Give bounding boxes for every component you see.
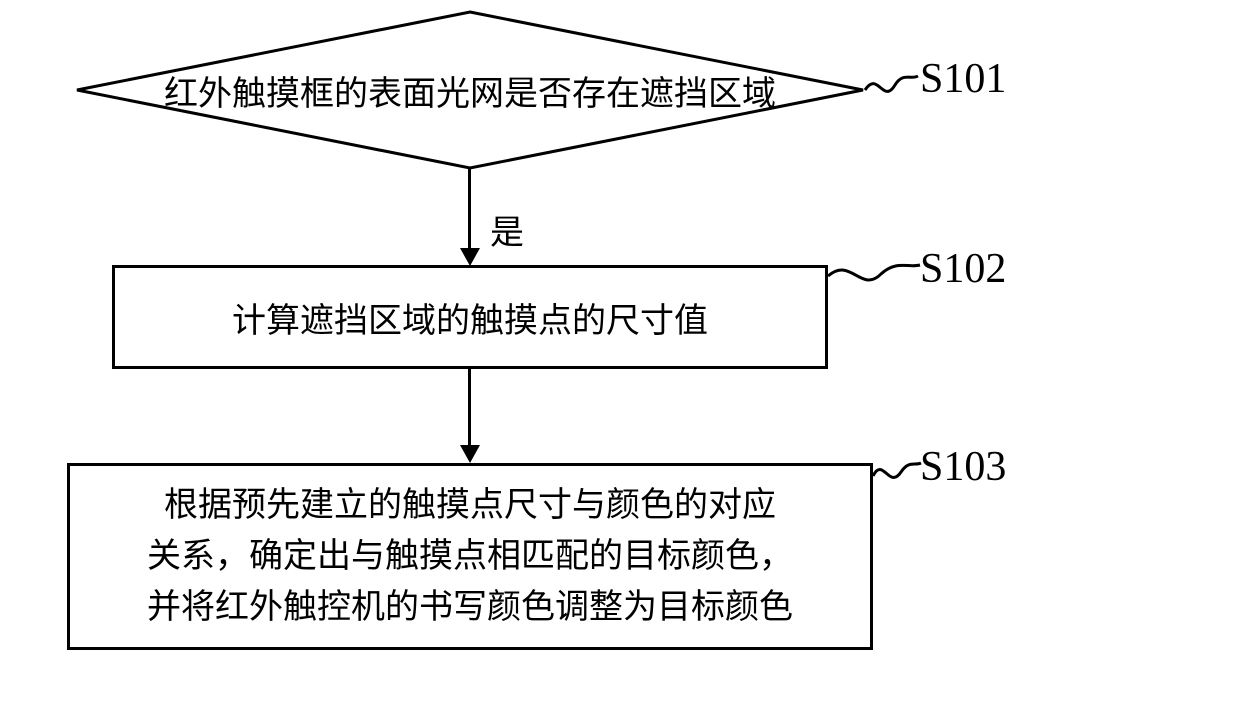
flowchart-canvas: 红外触摸框的表面光网是否存在遮挡区域 是 计算遮挡区域的触摸点的尺寸值 根据预先… (0, 0, 1240, 714)
arrowhead-1 (460, 248, 480, 266)
edge-step2-to-step3 (468, 369, 471, 447)
connector-s101 (863, 60, 923, 100)
arrowhead-2 (460, 445, 480, 463)
decision-text: 红外触摸框的表面光网是否存在遮挡区域 (164, 66, 776, 115)
decision-text-wrap: 红外触摸框的表面光网是否存在遮挡区域 (75, 10, 865, 170)
step2-rect: 计算遮挡区域的触摸点的尺寸值 (112, 265, 828, 369)
step3-line1: 根据预先建立的触摸点尺寸与颜色的对应 (164, 480, 776, 531)
step2-text: 计算遮挡区域的触摸点的尺寸值 (232, 293, 708, 342)
step3-rect: 根据预先建立的触摸点尺寸与颜色的对应 关系，确定出与触摸点相匹配的目标颜色， 并… (67, 463, 873, 650)
edge-label-yes: 是 (490, 205, 524, 254)
label-s102: S102 (920, 245, 1006, 293)
connector-s103 (871, 448, 923, 488)
edge-decision-to-step2 (468, 168, 471, 250)
label-s103: S103 (920, 443, 1006, 491)
step3-line2: 关系，确定出与触摸点相匹配的目标颜色， (147, 531, 793, 582)
connector-s102 (826, 250, 923, 290)
step3-line3: 并将红外触控机的书写颜色调整为目标颜色 (147, 582, 793, 633)
label-s101: S101 (920, 55, 1006, 103)
